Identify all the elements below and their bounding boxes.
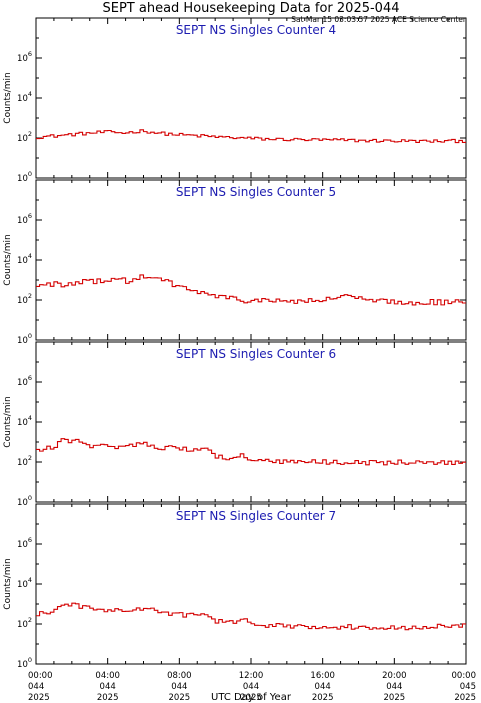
- x-axis-label: UTC Day of Year: [211, 692, 292, 703]
- x-tick-year: 2025: [169, 693, 191, 703]
- x-tick-doy: 044: [100, 682, 116, 692]
- y-tick-exp: 6: [28, 212, 32, 220]
- x-tick-doy: 045: [460, 682, 476, 692]
- x-tick-doy: 044: [386, 682, 402, 692]
- x-tick-year: 2025: [28, 693, 50, 703]
- x-tick-year: 2025: [240, 693, 262, 703]
- y-tick-exp: 6: [28, 374, 32, 382]
- y-tick-label: 100: [17, 656, 32, 670]
- y-tick-exp: 2: [28, 616, 32, 624]
- x-tick-year: 2025: [97, 693, 119, 703]
- y-tick-base: 10: [17, 256, 28, 266]
- x-tick-time: 20:00: [382, 671, 407, 681]
- x-tick-time: 00:00: [28, 671, 53, 681]
- panel-title: SEPT NS Singles Counter 7: [176, 509, 336, 523]
- y-tick-exp: 0: [28, 332, 32, 340]
- x-tick-time: 16:00: [310, 671, 335, 681]
- y-tick-exp: 4: [28, 252, 32, 260]
- y-tick-base: 10: [17, 296, 28, 306]
- y-tick-label: 106: [17, 374, 32, 388]
- y-axis-label: Counts/min: [3, 234, 13, 285]
- y-tick-label: 106: [17, 212, 32, 226]
- y-tick-exp: 4: [28, 576, 32, 584]
- y-tick-base: 10: [17, 174, 28, 184]
- y-tick-base: 10: [17, 54, 28, 64]
- panel-counter-6: SEPT NS Singles Counter 6Counts/min10010…: [3, 341, 467, 508]
- panel-frame: [35, 179, 467, 341]
- generation-timestamp: Sat Mar 15 03:03:57 2025 ACE Science Cen…: [291, 15, 467, 24]
- y-tick-base: 10: [17, 134, 28, 144]
- y-tick-exp: 2: [28, 130, 32, 138]
- y-axis-label: Counts/min: [3, 396, 13, 447]
- x-tick-year: 2025: [384, 693, 406, 703]
- panel-title: SEPT NS Singles Counter 4: [176, 23, 336, 37]
- panel-counter-4: SEPT NS Singles Counter 4Counts/min10010…: [3, 17, 467, 184]
- y-tick-label: 100: [17, 494, 32, 508]
- series-line: [36, 274, 466, 306]
- y-tick-base: 10: [17, 660, 28, 670]
- y-tick-exp: 4: [28, 90, 32, 98]
- y-tick-base: 10: [17, 458, 28, 468]
- y-tick-base: 10: [17, 418, 28, 428]
- y-tick-exp: 0: [28, 494, 32, 502]
- y-tick-label: 104: [17, 90, 32, 104]
- y-tick-exp: 2: [28, 292, 32, 300]
- x-tick-doy: 044: [243, 682, 259, 692]
- y-axis-label: Counts/min: [3, 558, 13, 609]
- y-tick-label: 102: [17, 616, 32, 630]
- x-tick-time: 12:00: [239, 671, 264, 681]
- x-tick-time: 04:00: [95, 671, 120, 681]
- x-tick-time: 08:00: [167, 671, 192, 681]
- y-tick-label: 104: [17, 414, 32, 428]
- panel-frame: [35, 341, 467, 503]
- panel-counter-5: SEPT NS Singles Counter 5Counts/min10010…: [3, 179, 467, 346]
- y-tick-exp: 6: [28, 50, 32, 58]
- y-tick-base: 10: [17, 498, 28, 508]
- y-tick-base: 10: [17, 580, 28, 590]
- series-line: [36, 438, 466, 466]
- series-line: [36, 129, 466, 144]
- y-tick-base: 10: [17, 336, 28, 346]
- y-tick-label: 100: [17, 332, 32, 346]
- panels: SEPT NS Singles Counter 4Counts/min10010…: [3, 17, 467, 670]
- panel-frame: [35, 503, 467, 665]
- y-tick-label: 102: [17, 454, 32, 468]
- panel-title: SEPT NS Singles Counter 5: [176, 185, 336, 199]
- series-line: [36, 602, 466, 631]
- y-tick-base: 10: [17, 540, 28, 550]
- y-tick-label: 102: [17, 130, 32, 144]
- x-tick-doy: 044: [28, 682, 44, 692]
- y-tick-exp: 6: [28, 536, 32, 544]
- y-axis-label: Counts/min: [3, 72, 13, 123]
- y-tick-exp: 0: [28, 170, 32, 178]
- y-tick-label: 106: [17, 50, 32, 64]
- panel-frame: [35, 17, 467, 179]
- x-tick-year: 2025: [312, 693, 334, 703]
- figure-title: SEPT ahead Housekeeping Data for 2025-04…: [103, 1, 400, 16]
- y-tick-exp: 2: [28, 454, 32, 462]
- y-tick-base: 10: [17, 94, 28, 104]
- x-axis: 00:00044202504:00044202508:00044202512:0…: [28, 671, 476, 703]
- panel-title: SEPT NS Singles Counter 6: [176, 347, 336, 361]
- x-tick-year: 2025: [454, 693, 476, 703]
- y-tick-base: 10: [17, 216, 28, 226]
- x-tick-doy: 044: [171, 682, 187, 692]
- y-tick-label: 104: [17, 576, 32, 590]
- x-tick-time: 00:00: [452, 671, 477, 681]
- y-tick-label: 100: [17, 170, 32, 184]
- y-tick-exp: 0: [28, 656, 32, 664]
- y-tick-label: 106: [17, 536, 32, 550]
- y-tick-base: 10: [17, 378, 28, 388]
- x-tick-doy: 044: [315, 682, 331, 692]
- panel-counter-7: SEPT NS Singles Counter 7Counts/min10010…: [3, 503, 467, 670]
- y-tick-base: 10: [17, 620, 28, 630]
- y-tick-exp: 4: [28, 414, 32, 422]
- y-tick-label: 104: [17, 252, 32, 266]
- y-tick-label: 102: [17, 292, 32, 306]
